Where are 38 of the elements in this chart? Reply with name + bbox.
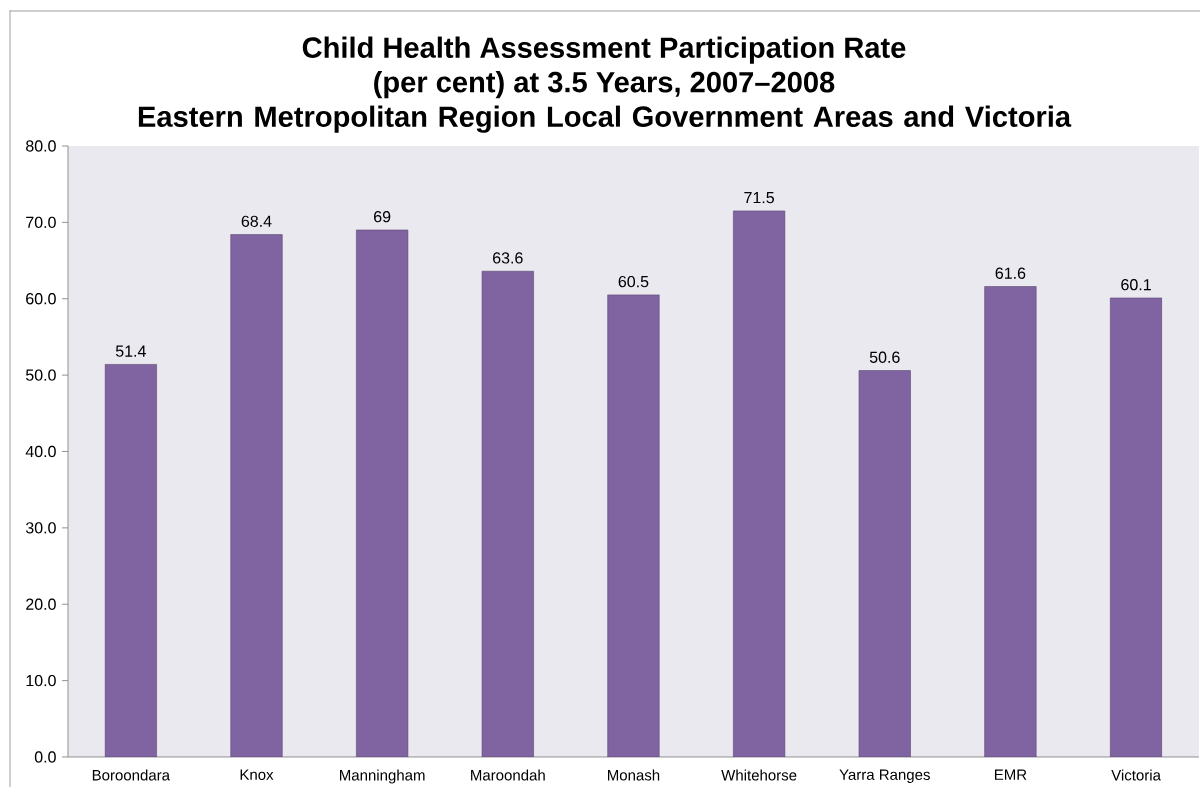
y-tick-label: 70.0 — [26, 216, 56, 229]
y-tick-label: 60.0 — [26, 293, 56, 305]
x-tick-label: Victoria — [1111, 769, 1161, 781]
data-label: 68.4 — [241, 215, 272, 227]
y-tick-label: 0.0 — [34, 751, 56, 763]
x-tick-label: Knox — [240, 769, 274, 780]
bar — [104, 364, 157, 757]
y-tick-label: 30.0 — [25, 522, 56, 534]
data-label: 60.5 — [618, 275, 649, 288]
data-label: 50.6 — [869, 351, 900, 363]
y-tick-label: 20.0 — [26, 598, 56, 610]
x-tick-label: Monash — [608, 769, 660, 781]
x-tick-label: Boroondara — [92, 769, 171, 781]
y-tick-label: 50.0 — [25, 369, 56, 381]
bar — [356, 229, 409, 757]
bar — [481, 270, 534, 757]
bar — [858, 370, 911, 757]
data-label: 69 — [374, 211, 391, 223]
x-tick-label: EMR — [994, 769, 1027, 780]
x-tick-label: Whitehorse — [721, 769, 797, 781]
x-tick-label: Yarra Ranges — [839, 769, 930, 783]
chart-subtitle: Eastern Metropolitan Region Local Government Areas and Victoria — [138, 105, 1072, 133]
bar — [733, 210, 786, 757]
y-tick-label: 80.0 — [26, 140, 56, 152]
bar — [230, 234, 283, 757]
data-label: 61.6 — [995, 267, 1026, 279]
bar — [984, 286, 1037, 757]
x-tick-label: Maroondah — [471, 769, 545, 781]
y-tick-label: 10.0 — [26, 674, 56, 687]
bar — [607, 294, 660, 757]
y-tick-label: 40.0 — [25, 445, 56, 458]
data-label: 60.1 — [1121, 279, 1151, 291]
bar — [1110, 297, 1163, 757]
data-label: 51.4 — [115, 345, 146, 357]
chart-title: Child Health Assessment Participation Rate (per cent) at 3.5 Years, 2007–2008 — [302, 36, 906, 99]
data-label: 71.5 — [744, 192, 774, 204]
data-label: 63.6 — [493, 252, 523, 264]
x-tick-label: Manningham — [340, 769, 425, 784]
